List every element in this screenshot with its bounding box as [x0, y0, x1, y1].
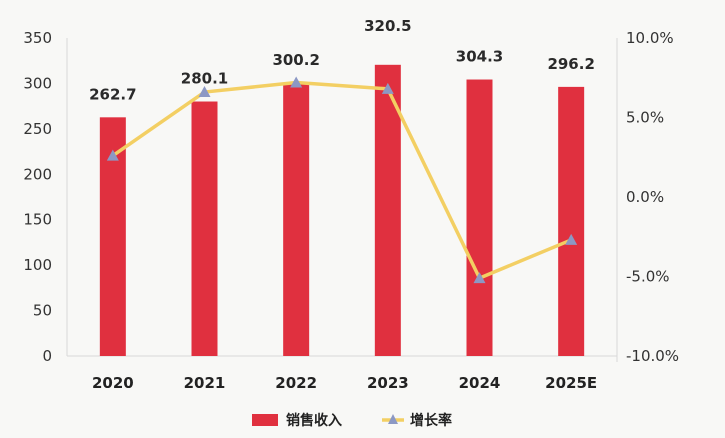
- bar: [466, 79, 493, 356]
- right-tick-label: 0.0%: [626, 188, 664, 206]
- line-series: [106, 76, 578, 284]
- bar: [283, 83, 310, 356]
- legend-bar-label: 销售收入: [286, 412, 342, 429]
- x-axis-ticks: 2020 2021 2022 2023 2024 2025E: [92, 374, 597, 392]
- growth-marker: [565, 233, 578, 245]
- x-tick-label: 2023: [367, 374, 409, 392]
- right-tick-label: -5.0%: [626, 268, 670, 286]
- bar-data-label: 320.5: [364, 17, 411, 35]
- bar: [191, 101, 218, 356]
- x-tick-label: 2020: [92, 374, 134, 392]
- growth-marker: [381, 82, 394, 94]
- growth-line: [111, 80, 572, 280]
- right-axis-ticks: -10.0% -5.0% 0.0% 5.0% 10.0%: [626, 29, 679, 365]
- x-tick-label: 2024: [459, 374, 501, 392]
- bar: [374, 64, 401, 356]
- legend: 销售收入 增长率: [252, 412, 452, 429]
- left-tick-label: 350: [23, 29, 52, 47]
- bar: [558, 86, 585, 357]
- growth-marker: [106, 149, 119, 161]
- bar-data-labels: 262.7 280.1 300.2 320.5 304.3 296.2: [89, 17, 595, 104]
- bar-series: [99, 64, 585, 357]
- left-tick-label: 150: [23, 211, 52, 229]
- x-tick-label: 2022: [275, 374, 317, 392]
- right-tick-label: -10.0%: [626, 347, 679, 365]
- bar-data-label: 300.2: [272, 51, 319, 69]
- legend-line-label: 增长率: [410, 412, 452, 429]
- x-tick-label: 2025E: [545, 374, 597, 392]
- left-tick-label: 0: [42, 347, 52, 365]
- legend-marker-icon: [388, 414, 398, 424]
- left-tick-label: 250: [23, 120, 52, 138]
- axes: [66, 38, 618, 362]
- right-tick-label: 5.0%: [626, 109, 664, 127]
- right-tick-label: 10.0%: [626, 29, 674, 47]
- left-tick-label: 100: [23, 256, 52, 274]
- growth-marker: [290, 76, 303, 88]
- bar-data-label: 296.2: [547, 55, 594, 73]
- left-axis-ticks: 0 50 100 150 200 250 300 350: [23, 29, 52, 365]
- bar-data-label: 304.3: [456, 48, 503, 66]
- bar-data-label: 280.1: [181, 70, 228, 88]
- bar-data-label: 262.7: [89, 85, 136, 103]
- left-tick-label: 50: [33, 302, 52, 320]
- x-tick-label: 2021: [184, 374, 226, 392]
- growth-marker: [473, 272, 486, 284]
- legend-bar-swatch: [252, 414, 278, 426]
- growth-marker: [198, 86, 211, 98]
- left-tick-label: 300: [23, 74, 52, 92]
- left-tick-label: 200: [23, 165, 52, 183]
